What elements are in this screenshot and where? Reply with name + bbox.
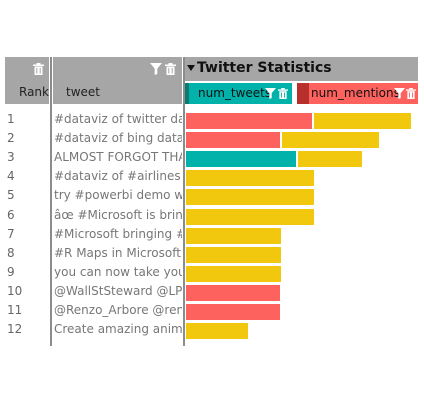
tweet-cell: #R Maps in Microsoft # (54, 245, 182, 260)
bar-segment[interactable] (282, 132, 379, 149)
bar-segment[interactable] (314, 113, 411, 129)
bar-segment[interactable] (186, 113, 312, 129)
rank-header-label: Rank (19, 85, 49, 99)
num-tweets-header[interactable]: num_tweets (185, 83, 292, 104)
rank-cell: 12 (7, 322, 23, 337)
rank-cell: 7 (7, 226, 15, 241)
tweet-cell: #Microsoft bringing #S( (54, 226, 182, 241)
bar-segment[interactable] (186, 170, 314, 187)
tweet-cell: #dataviz of bing data fo (54, 131, 182, 146)
tweet-cell: Create amazing animate (54, 322, 182, 337)
trash-icon[interactable] (406, 88, 416, 99)
filter-icon[interactable] (150, 63, 162, 75)
rank-cell: 5 (7, 188, 15, 203)
trash-icon[interactable] (165, 63, 176, 75)
bar-segment[interactable] (186, 151, 296, 168)
tweet-cell: @WallStSteward @LPLR (54, 283, 182, 298)
column-separator[interactable] (183, 57, 185, 346)
tweet-cell: âœ #Microsoft is bringi (54, 207, 182, 222)
tweet-cell: try #powerbi demo w/ # (54, 188, 182, 203)
twitter-statistics-header[interactable]: Twitter Statistics (185, 57, 418, 81)
filter-icon[interactable] (394, 88, 405, 99)
tweet-header-label: tweet (66, 85, 100, 99)
rank-cell: 3 (7, 150, 15, 165)
rank-cell: 2 (7, 131, 15, 146)
tweet-cell: #dataviz of #airlines tra (54, 169, 182, 184)
tweet-cell: #dataviz of twitter data (54, 112, 182, 126)
bar-segment[interactable] (186, 189, 314, 206)
num-mentions-header[interactable]: num_mentions (297, 83, 418, 104)
rank-cell: 10 (7, 283, 23, 298)
bar-segment[interactable] (186, 265, 281, 282)
bar-segment[interactable] (186, 227, 281, 244)
rank-cell: 9 (7, 264, 15, 279)
bar-segment[interactable] (186, 208, 314, 225)
num-mentions-label: num_mentions (311, 86, 400, 100)
bar-segment[interactable] (186, 323, 248, 340)
num-tweets-label: num_tweets (198, 86, 272, 100)
chart-title: Twitter Statistics (197, 60, 332, 76)
tweet-cell: you can now take your ( (54, 264, 182, 279)
rank-cell: 11 (7, 303, 23, 317)
bar-segment[interactable] (186, 132, 280, 149)
num-tweets-header-stripe (185, 83, 189, 104)
rank-cell: 1 (7, 112, 15, 126)
rank-cell: 4 (7, 169, 15, 184)
rank-cell: 8 (7, 245, 15, 260)
tweet-cell: @Renzo_Arbore @renzo (54, 303, 182, 317)
bar-segment[interactable] (186, 246, 281, 263)
column-separator[interactable] (50, 57, 52, 346)
num-mentions-header-stripe (297, 83, 309, 104)
collapse-caret-icon[interactable] (187, 65, 195, 71)
bar-segment[interactable] (298, 151, 362, 168)
rank-cell: 6 (7, 207, 15, 222)
rank-column-header[interactable]: Rank (5, 57, 49, 104)
tweet-cell: ALMOST FORGOT THAT (54, 150, 182, 165)
tweet-column-header[interactable]: tweet (53, 57, 182, 104)
trash-icon[interactable] (278, 88, 288, 99)
trash-icon[interactable] (33, 63, 44, 75)
bar-segment[interactable] (186, 284, 280, 301)
bar-segment[interactable] (186, 304, 280, 320)
filter-icon[interactable] (265, 88, 276, 99)
